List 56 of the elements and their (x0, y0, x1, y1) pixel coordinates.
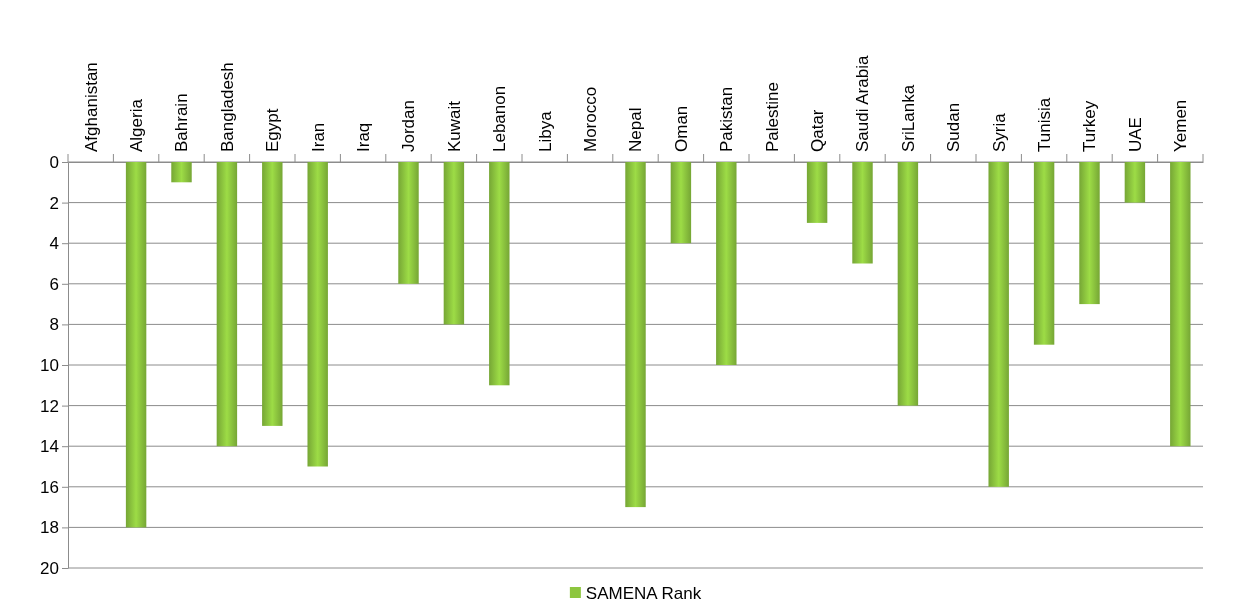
x-tick-label: Bahrain (172, 93, 192, 152)
x-tick-label: Lebanon (490, 85, 510, 152)
bar (806, 162, 828, 223)
x-tick-label: Tunisia (1035, 97, 1055, 152)
x-tick-label: UAE (1125, 117, 1145, 152)
bar (1033, 162, 1055, 345)
x-tick-label: Kuwait (444, 100, 464, 152)
x-tick-label: Yemen (1171, 99, 1191, 152)
x-tick-label: Egypt (263, 108, 283, 152)
x-tick-label: Bangladesh (217, 62, 237, 152)
x-tick-label: Iraq (354, 122, 374, 152)
bar (307, 162, 328, 467)
y-tick-label: 0 (49, 152, 59, 172)
x-tick-label: Oman (671, 105, 691, 152)
bar (443, 162, 465, 325)
bar (489, 162, 510, 386)
bar (262, 162, 283, 426)
y-tick-label: 4 (49, 234, 59, 254)
bar (171, 162, 192, 183)
y-tick-label: 10 (40, 355, 59, 375)
x-tick-label: Iran (308, 122, 328, 152)
y-tick-label: 12 (40, 396, 59, 416)
y-tick-label: 18 (40, 518, 59, 538)
bar (716, 162, 737, 365)
bar (897, 162, 919, 406)
bar (625, 162, 646, 508)
y-tick-label: 6 (49, 274, 59, 294)
x-tick-label: Pakistan (717, 86, 737, 152)
x-tick-label: SriLanka (898, 84, 918, 152)
x-tick-label: Afghanistan (81, 62, 101, 152)
legend-label: SAMENA Rank (585, 583, 702, 603)
bar (216, 162, 238, 447)
x-tick-label: Qatar (808, 109, 828, 152)
bar (1124, 162, 1146, 203)
bar (1079, 162, 1100, 305)
x-tick-label: Turkey (1080, 100, 1100, 152)
bar (398, 162, 419, 284)
bar (670, 162, 692, 244)
bar (125, 162, 147, 528)
x-tick-label: Syria (989, 112, 1009, 152)
bar (1170, 162, 1191, 447)
x-tick-label: Jordan (399, 100, 419, 152)
bar (988, 162, 1009, 487)
x-tick-label: Algeria (127, 98, 147, 152)
y-tick-label: 8 (49, 315, 59, 335)
x-tick-label: Nepal (626, 107, 646, 152)
x-tick-label: Sudan (944, 102, 964, 152)
bar (852, 162, 873, 264)
x-tick-label: Morocco (581, 86, 601, 152)
y-tick-label: 14 (40, 437, 59, 457)
x-tick-label: Saudi Arabia (853, 55, 873, 152)
x-tick-label: Palestine (762, 82, 782, 152)
y-tick-label: 16 (40, 477, 59, 497)
x-tick-label: Libya (535, 110, 555, 152)
y-tick-label: 2 (49, 193, 59, 213)
y-tick-label: 20 (40, 558, 59, 578)
